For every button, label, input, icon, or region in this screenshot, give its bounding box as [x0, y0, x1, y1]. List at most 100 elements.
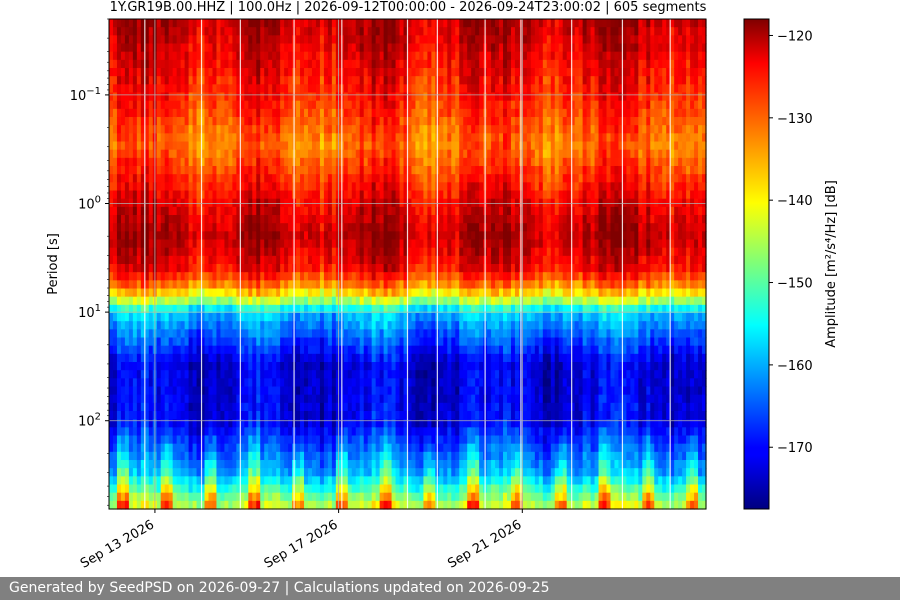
heatmap-cell — [288, 500, 293, 510]
heatmap-cell — [276, 288, 281, 298]
heatmap-cell — [300, 125, 305, 134]
heatmap-cell — [188, 492, 194, 502]
heatmap-cell — [192, 304, 198, 314]
heatmap-cell — [140, 43, 146, 53]
heatmap-cell — [371, 476, 377, 486]
heatmap-cell — [268, 427, 273, 437]
heatmap-cell — [315, 76, 321, 85]
heatmap-cell — [415, 313, 421, 322]
heatmap-cell — [192, 419, 198, 428]
heatmap-cell — [208, 500, 214, 510]
heatmap-cell — [367, 337, 373, 347]
heatmap-cell — [399, 280, 405, 290]
heatmap-cell — [367, 443, 373, 453]
heatmap-cell — [431, 304, 436, 314]
heatmap-cell — [109, 255, 114, 265]
heatmap-cell — [148, 76, 154, 85]
heatmap-cell — [355, 35, 361, 45]
heatmap-cell — [196, 484, 202, 494]
heatmap-cell — [216, 460, 222, 469]
heatmap-cell — [415, 427, 421, 437]
heatmap-cell — [411, 149, 417, 159]
heatmap-cell — [296, 190, 301, 200]
heatmap-cell — [323, 460, 329, 469]
heatmap-cell — [148, 492, 154, 502]
heatmap-cell — [371, 43, 377, 53]
heatmap-cell — [109, 313, 114, 322]
heatmap-cell — [423, 402, 428, 412]
heatmap-cell — [136, 133, 142, 143]
heatmap-cell — [156, 51, 162, 61]
heatmap-cell — [411, 19, 417, 28]
heatmap-cell — [272, 337, 277, 347]
heatmap-cell — [280, 190, 285, 200]
heatmap-cell — [355, 411, 361, 420]
heatmap-cell — [304, 313, 309, 322]
heatmap-cell — [331, 345, 337, 355]
heatmap-cell — [216, 166, 222, 175]
heatmap-cell — [120, 435, 126, 445]
heatmap-cell — [335, 190, 341, 200]
heatmap-cell — [280, 255, 285, 265]
heatmap-cell — [311, 402, 317, 412]
heatmap-cell — [109, 419, 114, 428]
heatmap-cell — [164, 484, 170, 494]
heatmap-cell — [168, 125, 174, 134]
heatmap-cell — [423, 451, 428, 461]
heatmap-cell — [148, 92, 154, 102]
heatmap-cell — [180, 443, 186, 453]
heatmap-cell — [355, 304, 361, 314]
heatmap-cell — [236, 19, 241, 28]
heatmap-cell — [140, 468, 146, 477]
heatmap-cell — [347, 223, 353, 232]
heatmap-cell — [196, 59, 202, 69]
heatmap-cell — [248, 427, 253, 437]
heatmap-cell — [124, 468, 130, 477]
heatmap-cell — [387, 255, 393, 265]
heatmap-cell — [220, 84, 226, 94]
heatmap-cell — [391, 223, 397, 232]
heatmap-cell — [148, 500, 154, 510]
heatmap-cell — [395, 166, 401, 175]
heatmap-cell — [391, 35, 397, 45]
heatmap-cell — [407, 198, 413, 208]
heatmap-cell — [148, 215, 154, 224]
heatmap-cell — [423, 133, 428, 143]
heatmap-cell — [383, 255, 389, 265]
heatmap-cell — [335, 402, 341, 412]
heatmap-cell — [232, 149, 237, 159]
heatmap-cell — [415, 84, 421, 94]
heatmap-cell — [136, 394, 142, 404]
heatmap-cell — [244, 492, 249, 502]
heatmap-cell — [371, 190, 377, 200]
heatmap-cell — [232, 76, 237, 85]
heatmap-cell — [112, 190, 118, 200]
heatmap-cell — [423, 35, 428, 45]
heatmap-cell — [256, 68, 261, 77]
heatmap-cell — [347, 133, 353, 143]
heatmap-cell — [240, 443, 245, 453]
heatmap-cell — [395, 272, 401, 281]
heatmap-cell — [403, 353, 409, 363]
heatmap-cell — [236, 166, 241, 175]
heatmap-cell — [296, 166, 301, 175]
heatmap-cell — [304, 43, 309, 53]
heatmap-cell — [300, 117, 305, 126]
heatmap-cell — [379, 443, 385, 453]
heatmap-cell — [220, 427, 226, 437]
heatmap-cell — [311, 117, 317, 126]
heatmap-cell — [367, 223, 373, 232]
heatmap-cell — [216, 280, 222, 290]
heatmap-cell — [109, 100, 114, 110]
heatmap-cell — [327, 304, 333, 314]
heatmap-cell — [109, 84, 114, 94]
heatmap-cell — [268, 51, 273, 61]
heatmap-cell — [260, 288, 265, 298]
heatmap-cell — [331, 108, 337, 118]
heatmap-cell — [331, 43, 337, 53]
heatmap-cell — [343, 255, 349, 265]
heatmap-cell — [387, 182, 393, 192]
heatmap-cell — [308, 419, 313, 428]
heatmap-cell — [371, 198, 377, 208]
heatmap-cell — [296, 500, 301, 510]
